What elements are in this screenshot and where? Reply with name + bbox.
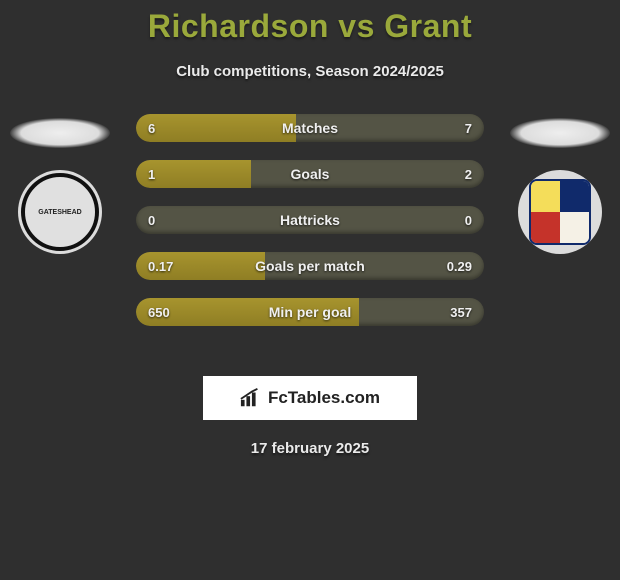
team-badge-right <box>518 170 602 254</box>
stat-right-value: 7 <box>465 114 472 142</box>
date-text: 17 february 2025 <box>0 440 620 457</box>
stat-right-value: 0 <box>465 206 472 234</box>
stat-row: 650 Min per goal 357 <box>136 298 484 326</box>
stat-bars: 6 Matches 7 1 Goals 2 0 Hattricks 0 0.17… <box>136 114 484 344</box>
stat-label: Goals <box>136 160 484 188</box>
stat-label: Matches <box>136 114 484 142</box>
subtitle: Club competitions, Season 2024/2025 <box>0 63 620 80</box>
badge-right-shield <box>529 179 591 245</box>
team-badge-left: GATESHEAD <box>18 170 102 254</box>
page-title: Richardson vs Grant <box>0 0 620 45</box>
comparison-stage: GATESHEAD 6 Matches 7 1 Goals 2 0 Hattri… <box>0 108 620 368</box>
badge-left-label: GATESHEAD <box>38 209 81 216</box>
stat-right-value: 357 <box>450 298 472 326</box>
stat-label: Hattricks <box>136 206 484 234</box>
stat-right-value: 0.29 <box>447 252 472 280</box>
bar-chart-icon <box>240 388 262 408</box>
stat-row: 0.17 Goals per match 0.29 <box>136 252 484 280</box>
halo-right <box>510 118 610 148</box>
stat-label: Goals per match <box>136 252 484 280</box>
brand-text: FcTables.com <box>268 388 380 408</box>
stat-row: 6 Matches 7 <box>136 114 484 142</box>
stat-right-value: 2 <box>465 160 472 188</box>
badge-left-ring: GATESHEAD <box>21 173 99 251</box>
stat-row: 0 Hattricks 0 <box>136 206 484 234</box>
halo-left <box>10 118 110 148</box>
brand-box: FcTables.com <box>203 376 417 420</box>
stat-row: 1 Goals 2 <box>136 160 484 188</box>
stat-label: Min per goal <box>136 298 484 326</box>
